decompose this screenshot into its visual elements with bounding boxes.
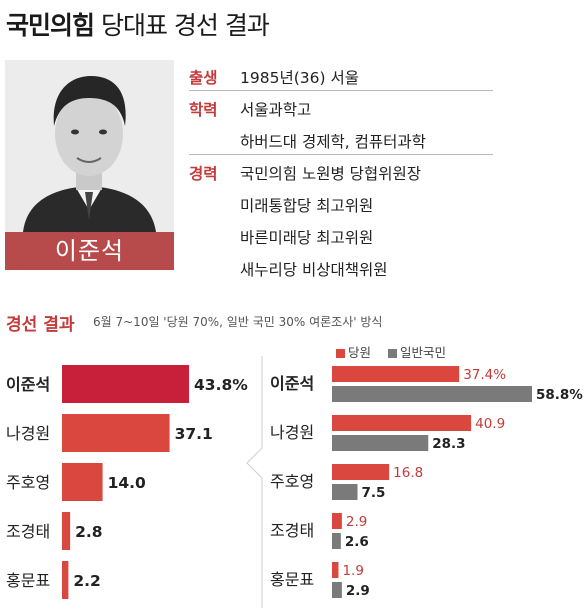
public-bar xyxy=(332,582,342,598)
public-value-label: 28.3 xyxy=(432,436,465,452)
party-bar xyxy=(332,513,342,529)
section-subtitle: 6월 7~10일 '당원 70%, 일반 국민 30% 여론조사' 방식 xyxy=(93,315,383,329)
left-category-label: 홍문표 xyxy=(6,571,50,590)
portrait-illustration xyxy=(5,60,174,232)
profile-value: 미래통합당 최고위원 xyxy=(240,197,374,215)
title-text: 당대표 경선 결과 xyxy=(100,11,270,40)
left-bar xyxy=(62,561,69,599)
right-category-label: 이준석 xyxy=(270,374,314,393)
left-value-label: 14.0 xyxy=(108,474,146,492)
left-bar xyxy=(62,414,170,452)
left-category-label: 주호영 xyxy=(6,473,50,492)
left-value-label: 2.8 xyxy=(75,523,102,541)
profile-label: 경력 xyxy=(189,165,218,183)
right-category-label: 조경태 xyxy=(270,521,314,540)
public-bar xyxy=(332,435,429,451)
left-bar xyxy=(62,365,189,403)
party-value-label: 2.9 xyxy=(346,514,367,530)
legend-public-swatch xyxy=(388,349,397,358)
public-value-label: 2.9 xyxy=(346,583,370,599)
public-bar xyxy=(332,484,358,500)
left-category-label: 조경태 xyxy=(6,522,50,541)
left-category-label: 이준석 xyxy=(6,375,50,394)
right-category-label: 주호영 xyxy=(270,472,314,491)
profile-divider xyxy=(189,90,493,91)
public-value-label: 2.6 xyxy=(345,534,369,550)
legend-public: 일반국민 xyxy=(388,342,446,361)
party-bar xyxy=(332,415,472,431)
section-title: 경선 결과 xyxy=(6,315,75,335)
profile-value: 1985년(36) 서울 xyxy=(240,69,359,87)
title-party: 국민의힘 xyxy=(6,11,95,40)
chart-divider xyxy=(246,356,263,608)
left-bar xyxy=(62,512,71,550)
public-value-label: 58.8% xyxy=(536,387,583,403)
left-bar xyxy=(62,463,103,501)
legend-public-label: 일반국민 xyxy=(400,345,447,360)
profile-value: 바른미래당 최고위원 xyxy=(240,229,374,247)
public-bar xyxy=(332,386,532,402)
party-bar xyxy=(332,366,460,382)
left-value-label: 43.8% xyxy=(194,376,248,394)
legend-party-label: 당원 xyxy=(348,345,372,360)
left-value-label: 37.1 xyxy=(175,425,213,443)
right-category-label: 홍문표 xyxy=(270,570,314,589)
party-bar xyxy=(332,464,390,480)
legend-party-swatch xyxy=(336,349,345,358)
profile-value: 새누리당 비상대책위원 xyxy=(240,261,388,279)
public-value-label: 7.5 xyxy=(362,485,386,501)
candidate-name: 이준석 xyxy=(5,232,174,270)
profile-value: 하버드대 경제학, 컴퓨터과학 xyxy=(240,133,426,151)
profile-label: 출생 xyxy=(189,69,218,87)
profile-divider xyxy=(189,154,493,155)
party-value-label: 16.8 xyxy=(393,465,423,481)
public-bar xyxy=(332,533,341,549)
right-category-label: 나경원 xyxy=(270,423,314,442)
left-category-label: 나경원 xyxy=(6,424,50,443)
legend-party: 당원 xyxy=(336,342,371,361)
profile-value: 국민의힘 노원병 당협위원장 xyxy=(240,165,421,183)
page-title: 국민의힘 당대표 경선 결과 xyxy=(6,6,270,42)
party-value-label: 37.4% xyxy=(463,367,506,383)
party-value-label: 1.9 xyxy=(342,563,363,579)
left-value-label: 2.2 xyxy=(73,572,100,590)
profile-value: 서울과학고 xyxy=(240,101,312,119)
party-bar xyxy=(332,562,339,578)
profile-label: 학력 xyxy=(189,101,218,119)
candidate-photo: 이준석 xyxy=(5,60,174,270)
party-value-label: 40.9 xyxy=(475,416,505,432)
